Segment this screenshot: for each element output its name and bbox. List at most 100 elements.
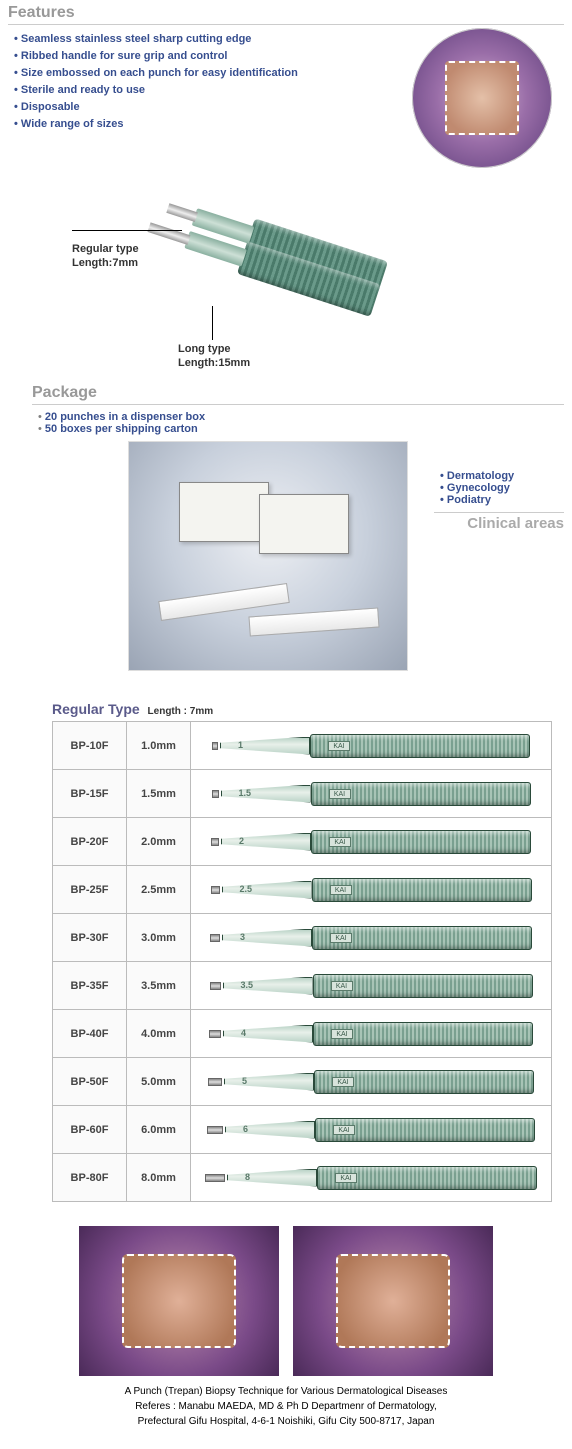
punch-logo: KAI	[333, 1125, 355, 1135]
pouch-icon	[248, 607, 379, 636]
punch-tip	[210, 982, 221, 990]
callout-line	[72, 230, 182, 231]
illustration-cell: 2.5 KAI	[191, 866, 552, 914]
punch-tip	[205, 1174, 225, 1182]
code-cell: BP-40F	[53, 1010, 127, 1058]
tool-diagram: Regular type Length:7mm Long type Length…	[8, 172, 564, 372]
table-row: BP-50F5.0mm 5 KAI	[53, 1058, 552, 1106]
punch-neck	[225, 1121, 315, 1139]
punch-illustration: 2.5 KAI	[211, 877, 532, 903]
callout-line	[212, 306, 213, 340]
code-cell: BP-25F	[53, 866, 127, 914]
punch-illustration: 3.5KAI	[210, 973, 533, 999]
punch-illustration: 1 KAI	[212, 733, 530, 759]
punch-logo: KAI	[329, 789, 351, 799]
punch-size-label: 5	[242, 1076, 247, 1086]
illustration-cell: 2KAI	[191, 818, 552, 866]
size-cell: 2.0mm	[127, 818, 191, 866]
features-title: Features	[8, 4, 564, 25]
callout-length: Length:15mm	[178, 357, 250, 369]
table-row: BP-15F1.5mm 1.5 KAI	[53, 770, 552, 818]
illustration-cell: 5 KAI	[191, 1058, 552, 1106]
spec-table-section: Regular Type Length : 7mm BP-10F1.0mm 1 KA…	[8, 701, 564, 1202]
size-cell: 3.0mm	[127, 914, 191, 962]
punch-size-label: 3	[240, 932, 245, 942]
package-item: 50 boxes per shipping carton	[38, 423, 564, 435]
punch-logo: KAI	[332, 1077, 354, 1087]
punch-neck	[221, 785, 311, 803]
callout-regular: Regular type Length:7mm	[72, 242, 139, 271]
punch-neck	[223, 977, 313, 995]
punch-tip	[212, 790, 219, 798]
box-icon	[259, 494, 349, 554]
punch-size-label: 1	[238, 740, 243, 750]
code-cell: BP-35F	[53, 962, 127, 1010]
punch-size-label: 1.5	[239, 788, 252, 798]
box-icon	[179, 482, 269, 542]
size-cell: 8.0mm	[127, 1154, 191, 1202]
spec-table-title: Regular Type Length : 7mm	[52, 701, 564, 717]
punch-tip	[208, 1078, 222, 1086]
punch-illustration: 6 KAI	[207, 1117, 535, 1143]
table-row: BP-30F3.0mm3KAI	[53, 914, 552, 962]
punch-tip	[207, 1126, 223, 1134]
code-cell: BP-15F	[53, 770, 127, 818]
size-cell: 5.0mm	[127, 1058, 191, 1106]
punch-logo: KAI	[329, 837, 351, 847]
punch-neck	[224, 1073, 314, 1091]
clinical-areas-list: Dermatology Gynecology Podiatry	[434, 470, 564, 506]
callout-length: Length:7mm	[72, 257, 138, 269]
illustration-cell: 6 KAI	[191, 1106, 552, 1154]
punch-size-label: 8	[245, 1172, 250, 1182]
divider	[32, 404, 564, 405]
code-cell: BP-50F	[53, 1058, 127, 1106]
clinical-area-item: Gynecology	[440, 482, 564, 494]
punch-size-label: 6	[243, 1124, 248, 1134]
punch-illustration: 3 KAI	[210, 925, 532, 951]
code-cell: BP-10F	[53, 722, 127, 770]
clinical-area-item: Podiatry	[440, 494, 564, 506]
tool-tip	[147, 222, 190, 244]
package-title: Package	[8, 384, 564, 402]
punch-size-label: 3.5	[241, 980, 254, 990]
punch-illustration: 4KAI	[209, 1021, 533, 1047]
code-cell: BP-60F	[53, 1106, 127, 1154]
clinical-area-item: Dermatology	[440, 470, 564, 482]
punch-tip	[211, 838, 219, 846]
size-cell: 1.0mm	[127, 722, 191, 770]
punch-logo: KAI	[330, 933, 352, 943]
illustration-cell: 1 KAI	[191, 722, 552, 770]
size-cell: 1.5mm	[127, 770, 191, 818]
punch-size-label: 2.5	[240, 884, 253, 894]
punch-logo: KAI	[330, 885, 352, 895]
punch-neck	[227, 1169, 317, 1187]
package-item: 20 punches in a dispenser box	[38, 411, 564, 423]
size-cell: 6.0mm	[127, 1106, 191, 1154]
package-section: Package 20 punches in a dispenser box 50…	[8, 384, 564, 671]
caption: A Punch (Trepan) Biopsy Technique for Va…	[8, 1384, 564, 1429]
tool-illustration	[157, 194, 388, 329]
punch-tip	[210, 934, 220, 942]
size-cell: 4.0mm	[127, 1010, 191, 1058]
table-row: BP-60F6.0mm 6 KAI	[53, 1106, 552, 1154]
bottom-photos	[8, 1226, 564, 1376]
spec-table-subtitle: Length : 7mm	[148, 706, 214, 717]
illustration-cell: 1.5 KAI	[191, 770, 552, 818]
features-section: Features Seamless stainless steel sharp …	[8, 4, 564, 164]
punch-illustration: 2KAI	[211, 829, 531, 855]
punch-illustration: 8KAI	[205, 1165, 537, 1191]
callout-long: Long type Length:15mm	[178, 342, 250, 371]
package-photo	[128, 441, 408, 671]
table-row: BP-20F2.0mm2KAI	[53, 818, 552, 866]
punch-tip	[212, 742, 218, 750]
punch-tip	[211, 886, 220, 894]
tool-tip	[166, 203, 198, 222]
punch-neck	[222, 881, 312, 899]
punch-neck	[220, 737, 310, 755]
punch-logo: KAI	[328, 741, 350, 751]
callout-label: Long type	[178, 343, 231, 355]
size-cell: 2.5mm	[127, 866, 191, 914]
punch-neck	[222, 929, 312, 947]
spec-table-title-text: Regular Type	[52, 701, 140, 717]
caption-line: A Punch (Trepan) Biopsy Technique for Va…	[125, 1386, 448, 1397]
